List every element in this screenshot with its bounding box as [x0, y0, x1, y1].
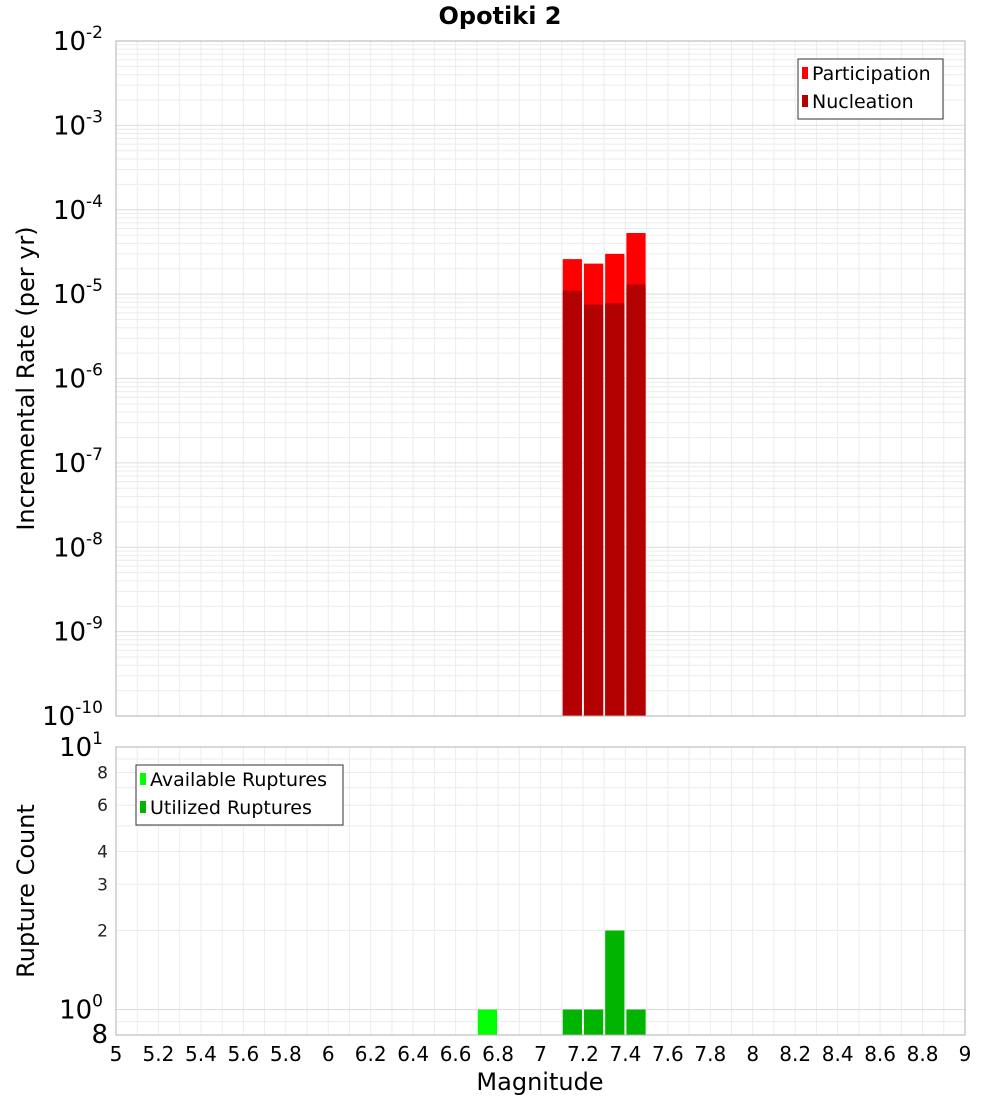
- bar: [626, 284, 646, 716]
- legend-box: [135, 764, 344, 826]
- panel-0-frame: [115, 40, 966, 717]
- legend-swatch: [140, 801, 146, 813]
- bar: [605, 303, 625, 716]
- y-minor-tick-label: 4: [97, 842, 108, 862]
- bar: [583, 304, 604, 716]
- legend-box: [797, 58, 944, 120]
- legend-label: Available Ruptures: [150, 769, 327, 791]
- x-tick-label: 7.2: [567, 1042, 599, 1066]
- panel-0-grid: [115, 40, 966, 717]
- y-tick-label: 10-3: [53, 107, 103, 141]
- bar: [477, 1009, 498, 1035]
- bar: [605, 930, 625, 1035]
- x-axis-label: Magnitude: [476, 1068, 603, 1096]
- x-tick-label: 5: [110, 1042, 123, 1066]
- y-tick-label: 10-4: [53, 192, 103, 226]
- x-tick-label: 8.6: [864, 1042, 896, 1066]
- x-tick-label: 8.8: [907, 1042, 939, 1066]
- y-axis-label: Rupture Count: [12, 804, 40, 978]
- bar: [583, 1009, 604, 1035]
- y-tick-label: 10-10: [42, 698, 103, 732]
- chart-title: Opotiki 2: [438, 2, 561, 30]
- legend-label: Participation: [812, 63, 931, 85]
- x-tick-label: 8.4: [822, 1042, 854, 1066]
- x-tick-label: 6.2: [355, 1042, 387, 1066]
- y-minor-tick-label: 8: [97, 763, 108, 783]
- y-tick-label: 10-9: [53, 614, 103, 648]
- y-tick-label: 101: [59, 729, 103, 763]
- x-tick-label: 6.8: [482, 1042, 514, 1066]
- series-utilized-ruptures: [562, 930, 646, 1035]
- y-tick-label: 10-8: [53, 529, 103, 563]
- x-tick-label: 8.2: [779, 1042, 811, 1066]
- bar: [626, 1009, 646, 1035]
- legend-label: Utilized Ruptures: [150, 797, 312, 819]
- x-tick-label: 6.4: [397, 1042, 429, 1066]
- y-minor-tick-label: 2: [97, 922, 108, 942]
- series-nucleation: [562, 284, 646, 716]
- x-tick-label: 6.6: [440, 1042, 472, 1066]
- y-axis-label: Incremental Rate (per yr): [12, 226, 40, 530]
- panel-1-frame: [115, 746, 966, 1036]
- x-tick-label: 9: [959, 1042, 972, 1066]
- x-tick-label: 7: [534, 1042, 547, 1066]
- legend-swatch: [802, 95, 808, 107]
- x-tick-label: 7.8: [694, 1042, 726, 1066]
- x-tick-label: 7.6: [652, 1042, 684, 1066]
- legend-label: Nucleation: [812, 91, 914, 113]
- y-tick-label: 100: [59, 992, 103, 1026]
- legend-swatch: [802, 67, 808, 79]
- y-tick-label: 10-5: [53, 276, 103, 310]
- y-minor-tick-label: 6: [97, 796, 108, 816]
- x-tick-label: 5.8: [270, 1042, 302, 1066]
- x-tick-label: 6: [322, 1042, 335, 1066]
- bar: [562, 1009, 582, 1035]
- x-tick-label: 5.2: [143, 1042, 175, 1066]
- y-minor-tick-label: 3: [97, 875, 108, 895]
- legend: Available Ruptures Utilized Ruptures: [135, 764, 344, 826]
- x-tick-label: 8: [746, 1042, 759, 1066]
- bar: [562, 290, 582, 716]
- x-tick-label: 5.6: [227, 1042, 259, 1066]
- x-tick-label: 7.4: [609, 1042, 641, 1066]
- legend: Participation Nucleation: [797, 58, 944, 120]
- x-tick-label: 5.4: [185, 1042, 217, 1066]
- y-tick-label: 10-7: [53, 445, 103, 479]
- y-tick-label: 10-6: [53, 361, 103, 395]
- y-tick-label: 10-2: [53, 23, 103, 57]
- legend-swatch: [140, 773, 146, 785]
- y-bottom-tick-label: 8: [91, 1020, 108, 1050]
- series-available-ruptures: [477, 1009, 498, 1035]
